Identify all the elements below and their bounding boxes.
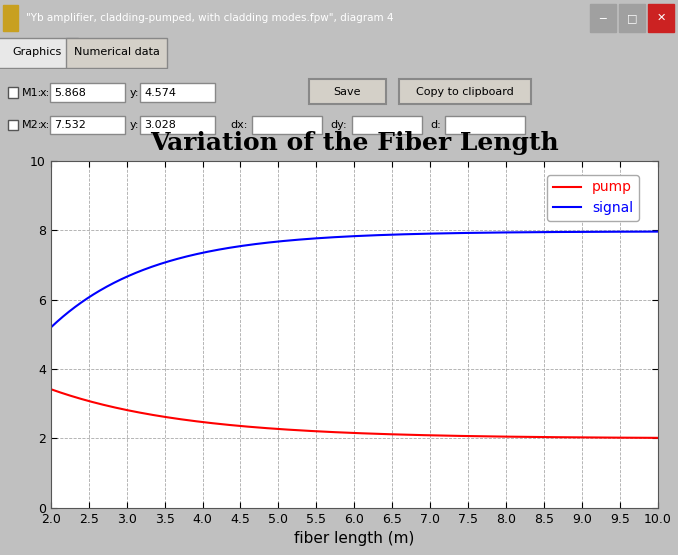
Legend: pump, signal: pump, signal <box>547 175 639 221</box>
Text: 4.574: 4.574 <box>144 88 176 98</box>
Text: Numerical data: Numerical data <box>74 47 159 57</box>
FancyBboxPatch shape <box>0 38 78 68</box>
Text: ✕: ✕ <box>656 13 666 23</box>
FancyBboxPatch shape <box>399 79 531 104</box>
Bar <box>50 83 125 102</box>
Bar <box>445 115 525 134</box>
Bar <box>8 120 18 130</box>
Text: Copy to clipboard: Copy to clipboard <box>416 87 514 97</box>
Text: y:: y: <box>130 88 140 98</box>
Text: dx:: dx: <box>230 120 247 130</box>
Text: 7.532: 7.532 <box>54 120 86 130</box>
Text: y:: y: <box>130 120 140 130</box>
Text: x:: x: <box>40 120 50 130</box>
Bar <box>140 83 215 102</box>
FancyBboxPatch shape <box>309 79 386 104</box>
Text: M2:: M2: <box>22 120 42 130</box>
Bar <box>590 4 616 32</box>
Text: M1:: M1: <box>22 88 42 98</box>
Bar <box>50 115 125 134</box>
Text: "Yb amplifier, cladding-pumped, with cladding modes.fpw", diagram 4: "Yb amplifier, cladding-pumped, with cla… <box>26 13 393 23</box>
Text: dy:: dy: <box>330 120 346 130</box>
Text: 5.868: 5.868 <box>54 88 86 98</box>
Bar <box>648 4 674 32</box>
Text: □: □ <box>626 13 637 23</box>
Text: 3.028: 3.028 <box>144 120 176 130</box>
Bar <box>252 115 322 134</box>
Bar <box>619 4 645 32</box>
Bar <box>8 88 18 98</box>
X-axis label: fiber length (m): fiber length (m) <box>294 531 414 546</box>
Text: ─: ─ <box>599 13 606 23</box>
Text: x:: x: <box>40 88 50 98</box>
Text: Save: Save <box>334 87 361 97</box>
Bar <box>3 6 18 31</box>
Bar <box>352 115 422 134</box>
Title: Variation of the Fiber Length: Variation of the Fiber Length <box>150 131 559 155</box>
Bar <box>140 115 215 134</box>
Text: Graphics: Graphics <box>13 47 62 57</box>
FancyBboxPatch shape <box>66 38 167 68</box>
Text: d:: d: <box>430 120 441 130</box>
